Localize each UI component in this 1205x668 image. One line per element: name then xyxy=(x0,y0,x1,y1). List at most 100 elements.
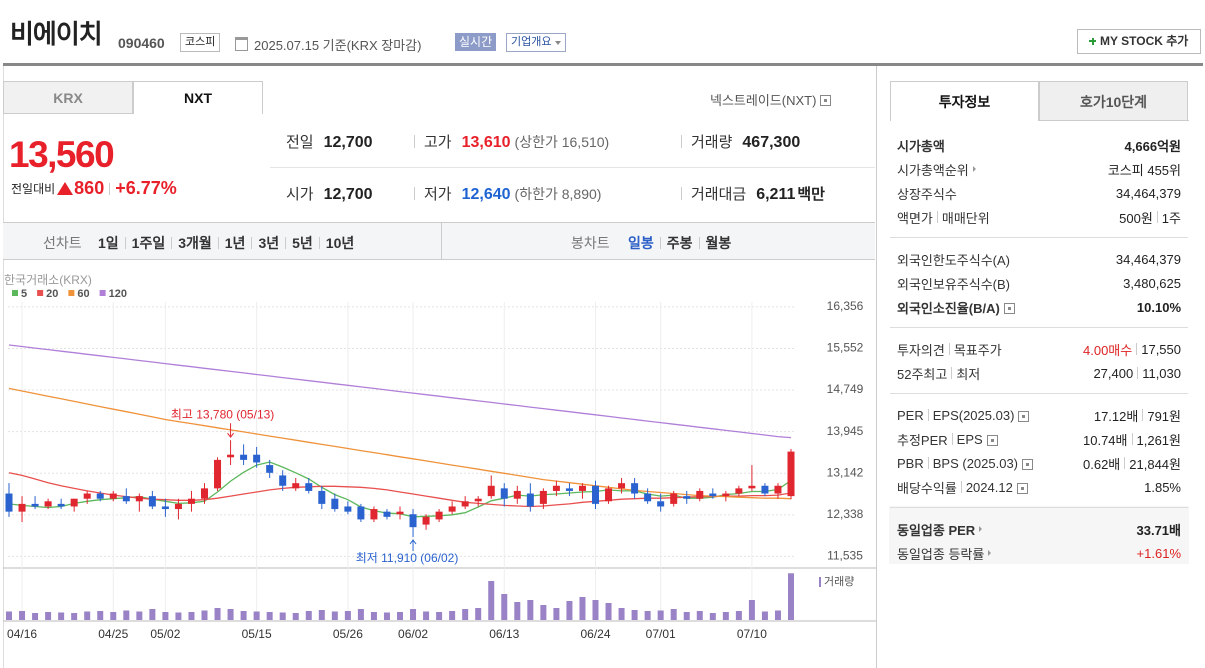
volume-bar xyxy=(501,594,508,620)
volume-label: 거래량 xyxy=(824,575,854,588)
info-value-text: 1주 xyxy=(1161,210,1181,226)
info-tab[interactable]: 호가10단계 xyxy=(1039,81,1188,121)
info-value-text: 17.12배 xyxy=(1093,408,1139,424)
help-icon[interactable] xyxy=(986,434,998,446)
x-tick-label: 07/01 xyxy=(646,627,676,641)
x-tick-label: 06/13 xyxy=(489,627,519,641)
info-label-text: 매매단위 xyxy=(941,210,990,226)
help-icon[interactable] xyxy=(1018,410,1030,422)
x-tick-label: 04/16 xyxy=(7,627,37,641)
info-value: 33.71배 xyxy=(1137,520,1182,539)
volume-bar xyxy=(449,611,456,620)
period-list: 1일 1주일 3개월 1년 3년 5년 10년 xyxy=(98,233,354,253)
info-label: 액면가 매매단위 xyxy=(897,208,990,227)
link-arrow[interactable] xyxy=(988,550,992,556)
stat-unit: 백만 xyxy=(797,186,825,203)
mystock-label[interactable]: MY STOCK 추가 xyxy=(1100,34,1189,48)
company-label[interactable]: 기업개요 xyxy=(511,36,552,48)
stat-value: 13,610 xyxy=(461,134,511,151)
help-icon[interactable] xyxy=(1022,458,1034,470)
info-value-text: 500원 xyxy=(1119,210,1153,226)
x-tick-label: 05/15 xyxy=(242,627,272,641)
info-row: 52주최고 최저 27,400 11,030 xyxy=(890,361,1188,385)
candle-body xyxy=(435,511,443,520)
period[interactable]: 10년 xyxy=(325,235,355,251)
candle-body xyxy=(383,511,391,517)
separator xyxy=(1137,367,1139,379)
info-row: 외국인보유주식수(B) 3,480,625 xyxy=(890,271,1188,295)
period-divider xyxy=(441,222,442,260)
volume-bar xyxy=(579,597,586,620)
volume-bar xyxy=(292,613,299,620)
period[interactable]: 1주일 xyxy=(131,235,166,251)
candle-body xyxy=(409,514,417,528)
realtime-badge[interactable]: 실시간 xyxy=(455,33,497,51)
volume-bar xyxy=(527,600,534,620)
info-label: 동일업종 PER xyxy=(897,520,983,539)
candle-body xyxy=(722,493,730,497)
y-tick-label: 14,749 xyxy=(827,382,864,396)
candle-body xyxy=(305,483,313,491)
volume-bar xyxy=(344,611,351,620)
group-rule xyxy=(890,507,1188,508)
period[interactable]: 5년 xyxy=(292,235,313,251)
info-label-text: 투자의견 xyxy=(897,342,945,358)
info-label-text: EPS(2025.03) xyxy=(932,407,1015,423)
candle-period[interactable]: 월봉 xyxy=(705,235,732,251)
link-arrow[interactable] xyxy=(979,526,983,532)
help-icon[interactable] xyxy=(820,95,832,106)
stat-label: 거래대금 xyxy=(691,186,747,203)
candle-body xyxy=(5,493,13,512)
market-tab[interactable]: NXT xyxy=(133,81,263,114)
link-arrow[interactable] xyxy=(972,166,976,172)
volume-bar xyxy=(475,608,482,620)
period[interactable]: 1일 xyxy=(98,235,119,251)
volume-bar xyxy=(71,613,78,620)
info-value: 10.74배 1,261원 xyxy=(1083,430,1181,449)
date: 2025.07.15 기준(KRX 장마감) xyxy=(254,38,422,53)
candle-body xyxy=(370,509,378,520)
volume-bar xyxy=(214,608,221,620)
candle-body xyxy=(735,488,743,494)
company-button[interactable]: 기업개요 xyxy=(506,33,567,52)
candle-body xyxy=(526,493,534,507)
volume-bar xyxy=(58,612,65,620)
candle-body xyxy=(96,493,104,499)
y-tick-label: 12,338 xyxy=(827,507,864,521)
volume-bar xyxy=(240,611,247,620)
legend-label: 20 xyxy=(46,288,58,300)
volume-bar xyxy=(383,612,390,620)
period[interactable]: 3년 xyxy=(258,235,280,251)
calendar-icon xyxy=(235,37,248,51)
group-rule xyxy=(890,327,1188,328)
annotation-arrowhead xyxy=(227,432,234,439)
volume-bar xyxy=(670,609,677,620)
candle-body xyxy=(292,483,300,489)
candle-period[interactable]: 주봉 xyxy=(666,235,693,251)
period[interactable]: 3개월 xyxy=(178,235,212,251)
help-icon[interactable] xyxy=(1016,482,1028,494)
stat: 시가 12,700 xyxy=(286,183,373,204)
info-value: 3,480,625 xyxy=(1123,276,1181,291)
period[interactable]: 1년 xyxy=(224,235,246,251)
info-label: 투자의견 목표주가 xyxy=(897,340,1002,359)
candle-period-list: 일봉 주봉 월봉 xyxy=(628,233,731,253)
info-tab[interactable]: 투자정보 xyxy=(890,81,1039,121)
volume-bar xyxy=(592,600,599,620)
legend-swatch xyxy=(99,290,106,296)
info-value: 17.12배 791원 xyxy=(1094,406,1181,425)
market-tab[interactable]: KRX xyxy=(3,81,133,114)
mystock-button[interactable]: MY STOCK 추가 xyxy=(1077,29,1201,54)
info-value-text: 11,030 xyxy=(1142,365,1181,381)
help-icon[interactable] xyxy=(1003,302,1015,314)
info-label-text: 외국인소진율(B/A) xyxy=(897,300,1000,316)
y-tick-label: 11,535 xyxy=(827,549,863,563)
candle-period[interactable]: 일봉 xyxy=(628,235,654,251)
info-value: 34,464,379 xyxy=(1116,252,1181,267)
volume-bar xyxy=(227,609,234,620)
ma-line xyxy=(8,344,792,439)
period-bar xyxy=(3,222,875,260)
separator xyxy=(1124,457,1126,469)
info-row: 추정PER EPS 10.74배 1,261원 xyxy=(890,427,1188,451)
candle-body xyxy=(748,485,756,489)
